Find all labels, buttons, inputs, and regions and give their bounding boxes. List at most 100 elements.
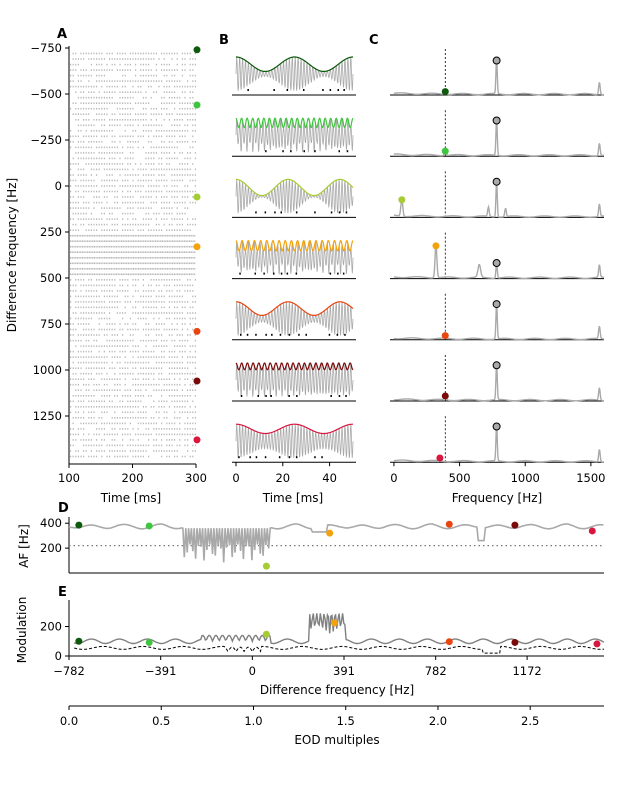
raster-spike [194, 339, 196, 342]
raster-spike [129, 317, 131, 320]
raster-spike [77, 212, 79, 215]
raster-spike [189, 406, 191, 408]
raster-spike [184, 174, 186, 176]
raster-spike [85, 135, 87, 138]
raster-spike [177, 257, 179, 259]
modulation-marker [330, 619, 338, 627]
raster-spike [72, 74, 74, 77]
raster-spike [85, 312, 87, 314]
raster-spike [194, 119, 196, 121]
raster-spike [161, 190, 163, 193]
raster-spike [161, 301, 163, 303]
raster-spike [140, 102, 142, 104]
raster-spike [174, 168, 176, 171]
raster-spike [124, 85, 126, 88]
raster-spike [171, 361, 173, 364]
raster-spike [85, 130, 87, 132]
raster-spike [142, 58, 144, 60]
eod-multiples-label: EOD multiples [294, 733, 379, 747]
raster-spike [176, 395, 178, 397]
raster-spike [135, 185, 137, 187]
raster-spike [127, 135, 129, 138]
raster-row [75, 91, 194, 93]
raster-spike [72, 113, 74, 115]
raster-spike [172, 262, 174, 265]
am-envelope [236, 178, 354, 197]
raster-spike [135, 102, 137, 104]
raster-spike [101, 317, 103, 320]
raster-spike [174, 157, 176, 160]
raster-spike [168, 201, 170, 204]
raster-spike [168, 229, 170, 231]
raster-spike [155, 312, 157, 314]
raster-spike [81, 245, 84, 248]
raster-spike [155, 273, 157, 276]
raster-spike [75, 113, 77, 115]
raster-spike [109, 378, 111, 380]
raster-spike [192, 113, 194, 115]
raster-spike [174, 383, 176, 386]
raster-spike [116, 417, 118, 419]
raster-spike [101, 395, 103, 397]
raster-spike [150, 301, 152, 303]
raster-spike [187, 273, 189, 276]
raster-spike [76, 268, 78, 270]
raster-spike [149, 268, 152, 270]
raster-spike [121, 257, 123, 259]
raster-spike [101, 312, 103, 314]
raster-spike [85, 389, 87, 391]
af-marker [588, 527, 596, 535]
raster-spike [166, 450, 168, 452]
raster-spike [181, 196, 183, 198]
raster-spike [161, 356, 163, 358]
raster-spike [75, 339, 77, 342]
raster-spike [80, 152, 82, 154]
raster-spike [145, 196, 147, 198]
raster-spike [97, 234, 99, 237]
raster-spike [140, 339, 142, 342]
raster-spike [192, 284, 194, 287]
raster-spike [132, 107, 134, 110]
raster-spike [194, 107, 196, 110]
raster-spike [96, 107, 98, 110]
raster-spike [179, 218, 181, 220]
raster-spike [166, 245, 169, 248]
raster-spike [98, 102, 100, 104]
raster-spike [135, 455, 137, 458]
raster-spike [181, 367, 183, 369]
raster-spike [184, 91, 186, 93]
raster-spike [140, 433, 142, 436]
raster-spike [109, 163, 111, 165]
raster-spike [168, 290, 170, 292]
raster-spike [140, 63, 142, 66]
raster-spike [96, 85, 98, 88]
raster-spike [150, 356, 152, 358]
raster-spike [142, 179, 144, 182]
raster-spike [92, 262, 94, 265]
raster-row [70, 301, 196, 303]
raster-spike [153, 444, 155, 447]
raster-spike [83, 428, 85, 430]
x-tick-label: 391 [333, 664, 355, 678]
raster-spike [160, 262, 162, 265]
raster-spike [90, 96, 92, 99]
raster-spike [171, 450, 173, 452]
raster-spike [161, 279, 163, 281]
raster-spike [129, 251, 131, 253]
raster-spike [72, 428, 74, 430]
raster-spike [124, 273, 126, 276]
raster-spike [117, 268, 119, 270]
raster-spike [194, 273, 196, 276]
raster-spike [127, 168, 129, 171]
raster-spike [109, 190, 111, 193]
raster-spike [155, 245, 157, 248]
raster-spike [176, 383, 178, 386]
raster-spike [141, 234, 143, 237]
raster-spike [166, 152, 168, 154]
raster-spike [124, 52, 126, 55]
raster-spike [83, 201, 85, 204]
raster-spike [75, 58, 77, 60]
raster-spike [148, 350, 150, 353]
raster-spike [181, 306, 183, 309]
spike-tick [280, 211, 282, 214]
